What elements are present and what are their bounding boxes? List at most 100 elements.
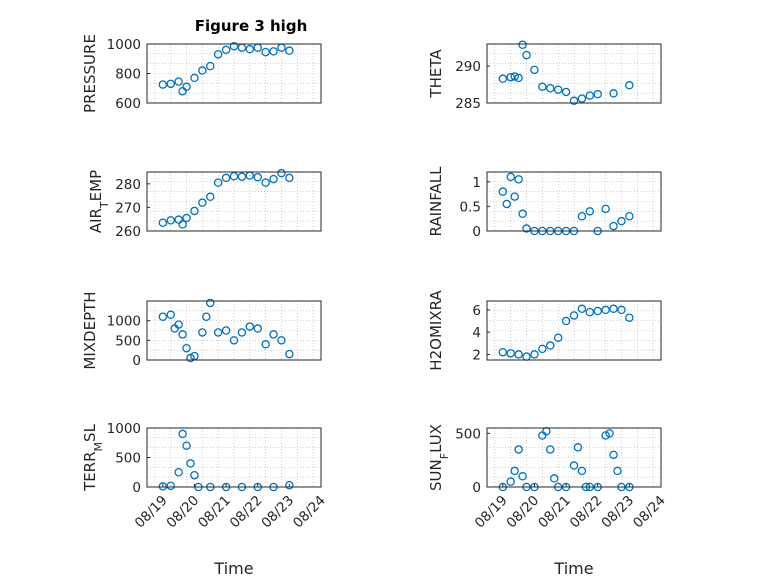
data-point bbox=[229, 171, 239, 181]
data-point bbox=[158, 312, 168, 321]
data-point bbox=[190, 73, 199, 83]
data-point bbox=[498, 74, 508, 83]
x-tick-label: 08/21 bbox=[195, 493, 234, 532]
y-axis-label: THETA bbox=[427, 49, 445, 99]
data-point bbox=[285, 480, 294, 490]
y-tick-label: 0 bbox=[472, 224, 481, 240]
x-tick-label: 08/22 bbox=[567, 493, 606, 532]
x-tick-label: 08/21 bbox=[535, 493, 574, 532]
axes-theta: 285 290 THETA bbox=[427, 40, 662, 112]
y-tick-label: 0 bbox=[132, 480, 141, 496]
y-axis-label: AIRTEMP bbox=[87, 170, 111, 233]
x-tick-label: 08/20 bbox=[503, 493, 542, 532]
data-point bbox=[605, 429, 614, 438]
data-point bbox=[514, 350, 523, 359]
data-point bbox=[190, 470, 199, 480]
data-point bbox=[158, 80, 168, 89]
data-point bbox=[561, 87, 571, 97]
data-point bbox=[166, 481, 175, 491]
data-point bbox=[498, 187, 508, 196]
data-point bbox=[198, 198, 207, 207]
y-axis-label: RAINFALL bbox=[427, 166, 445, 237]
data-point bbox=[625, 81, 634, 90]
y-axis-label: TERRMSL bbox=[81, 423, 105, 492]
data-point bbox=[182, 213, 191, 223]
data-point bbox=[518, 472, 527, 481]
y-tick-label: 1 bbox=[472, 175, 481, 191]
data-point bbox=[514, 73, 523, 83]
y-tick-label: 1000 bbox=[107, 314, 141, 330]
x-axis-label: Time bbox=[213, 559, 253, 578]
data-point bbox=[269, 47, 278, 56]
data-point bbox=[277, 168, 286, 178]
data-point bbox=[577, 94, 587, 103]
data-point bbox=[158, 218, 168, 227]
data-point bbox=[609, 450, 618, 460]
axes-box bbox=[486, 171, 662, 232]
data-point bbox=[549, 474, 559, 483]
data-point bbox=[277, 336, 286, 345]
x-tick-label: 08/24 bbox=[630, 493, 669, 532]
figure-title: Figure 3 high bbox=[195, 17, 308, 35]
data-point bbox=[206, 192, 215, 202]
axes-rainfall: 0 0.5 1 RAINFALL bbox=[427, 166, 662, 240]
data-point bbox=[261, 47, 270, 57]
axes-pressure: 600 800 1000 PRESSURE bbox=[81, 34, 322, 113]
y-tick-label: 600 bbox=[115, 96, 141, 112]
axes-mixdepth: 0 500 1000 MIXDEPTH bbox=[81, 291, 322, 370]
data-point bbox=[178, 429, 187, 439]
data-point bbox=[502, 199, 512, 209]
data-point bbox=[190, 206, 199, 216]
data-point bbox=[577, 466, 587, 476]
y-tick-label: 0 bbox=[132, 353, 141, 369]
x-tick-label: 08/19 bbox=[472, 493, 511, 532]
axes-box bbox=[146, 300, 322, 361]
data-point bbox=[506, 349, 515, 358]
axes-h2omixra: 2 4 6 H2OMIXRA bbox=[427, 290, 662, 371]
data-point bbox=[158, 482, 168, 491]
data-point bbox=[625, 313, 634, 322]
data-point bbox=[585, 207, 595, 216]
data-point bbox=[625, 211, 634, 221]
data-point bbox=[202, 312, 211, 321]
y-tick-label: 1000 bbox=[107, 421, 141, 437]
x-tick-label: 08/20 bbox=[163, 493, 202, 532]
data-point bbox=[285, 173, 294, 183]
axes-box bbox=[486, 300, 662, 361]
data-point bbox=[569, 96, 579, 106]
axes-box bbox=[486, 43, 662, 104]
data-point bbox=[573, 443, 583, 452]
data-point bbox=[174, 77, 183, 86]
data-point bbox=[174, 320, 183, 329]
data-point bbox=[213, 178, 223, 187]
data-point bbox=[261, 340, 270, 349]
data-point bbox=[585, 91, 595, 100]
data-point bbox=[237, 328, 247, 337]
data-point bbox=[213, 328, 223, 337]
data-point bbox=[518, 40, 527, 49]
data-point bbox=[569, 461, 579, 470]
y-tick-label: 500 bbox=[115, 333, 141, 349]
data-point bbox=[553, 85, 563, 94]
data-point bbox=[593, 306, 602, 316]
y-tick-label: 500 bbox=[455, 426, 481, 442]
data-point bbox=[206, 61, 215, 71]
data-point bbox=[609, 221, 618, 231]
data-point bbox=[538, 344, 547, 354]
data-point bbox=[585, 307, 595, 317]
data-point bbox=[253, 324, 262, 333]
data-point bbox=[601, 305, 610, 315]
data-point bbox=[221, 326, 231, 335]
data-point bbox=[538, 82, 547, 92]
data-point bbox=[522, 50, 531, 60]
y-axis-label: MIXDEPTH bbox=[81, 291, 99, 369]
data-point bbox=[166, 216, 175, 225]
data-point bbox=[178, 330, 187, 339]
data-point bbox=[553, 333, 563, 342]
data-point bbox=[182, 343, 191, 353]
data-point bbox=[229, 336, 239, 345]
